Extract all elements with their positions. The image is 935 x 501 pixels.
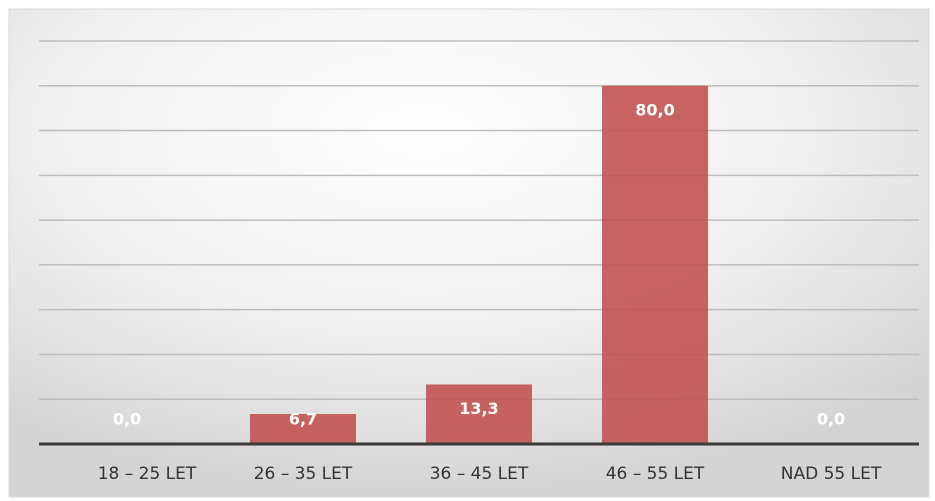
x-tick-label: 26 – 35 LET xyxy=(254,464,353,484)
bar xyxy=(250,413,356,444)
value-label: 13,3 xyxy=(459,399,498,418)
value-label: 0,0 xyxy=(817,410,845,429)
bar xyxy=(426,384,532,444)
bar xyxy=(602,85,708,445)
x-tick-label: 36 – 45 LET xyxy=(430,464,529,484)
value-label: 80,0 xyxy=(635,100,674,119)
x-tick-label: NAD 55 LET xyxy=(781,464,882,484)
value-label: 6,7 xyxy=(289,410,317,429)
x-tick-label: 46 – 55 LET xyxy=(606,464,705,484)
value-label: 0,0 xyxy=(113,410,141,429)
x-tick-label: 18 – 25 LET xyxy=(98,464,197,484)
